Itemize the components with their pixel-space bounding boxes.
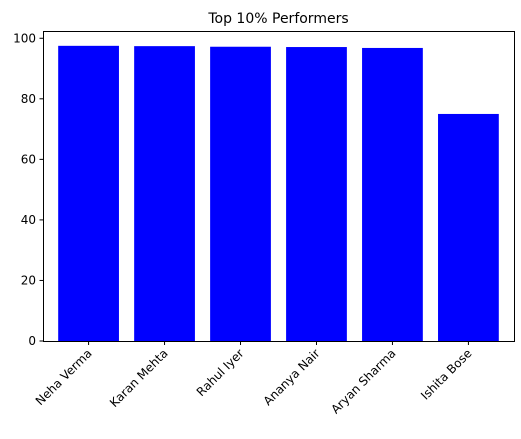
y-tick-label: 40 bbox=[21, 213, 36, 227]
bar-ananya-nair bbox=[286, 47, 347, 341]
y-tick-label: 80 bbox=[21, 92, 36, 106]
plot-area-frame bbox=[43, 31, 515, 342]
bars-group bbox=[58, 45, 499, 342]
x-tick-label: Neha Verma bbox=[33, 346, 95, 408]
x-tick-label: Ananya Nair bbox=[261, 346, 323, 408]
bar-aryan-sharma bbox=[362, 47, 423, 341]
y-axis: 0 20 40 60 80 100 bbox=[13, 31, 44, 348]
bar-neha-verma bbox=[58, 45, 119, 341]
y-tick-label: 100 bbox=[13, 31, 36, 45]
x-tick-label: Rahul Iyer bbox=[194, 346, 247, 399]
chart-title: Top 10% Performers bbox=[207, 11, 348, 27]
x-tick-label: Ishita Bose bbox=[418, 346, 474, 402]
x-tick-label: Aryan Sharma bbox=[328, 346, 398, 416]
y-tick-label: 60 bbox=[21, 152, 36, 166]
y-tick-label: 0 bbox=[28, 334, 36, 348]
bar-rahul-iyer bbox=[210, 46, 271, 342]
x-axis: Neha Verma Karan Mehta Rahul Iyer Ananya Na… bbox=[33, 341, 475, 416]
bar-ishita-bose bbox=[438, 113, 499, 341]
bar-karan-mehta bbox=[134, 46, 195, 341]
x-tick-label: Karan Mehta bbox=[107, 346, 171, 410]
y-tick-label: 20 bbox=[21, 273, 36, 287]
